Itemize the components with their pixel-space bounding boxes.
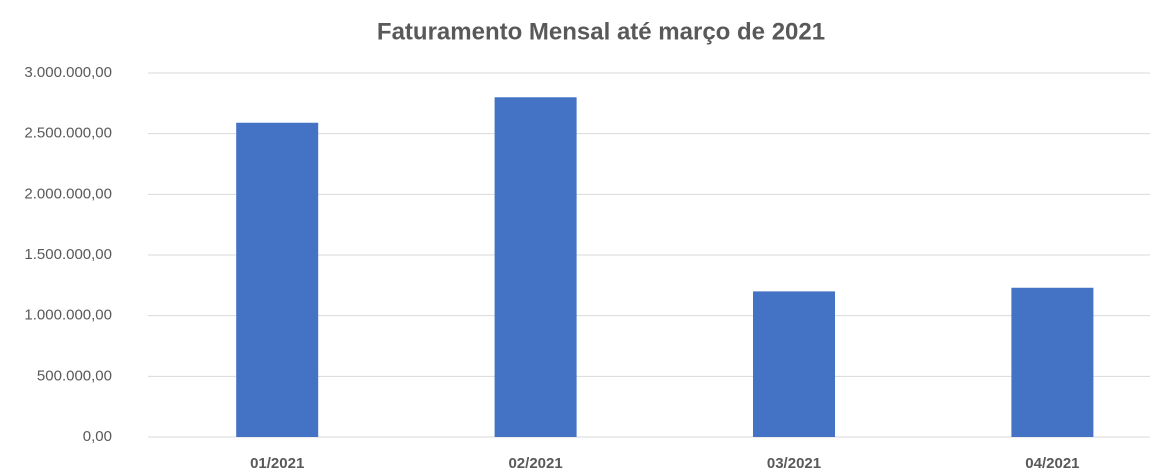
y-tick-label: 1.500.000,00: [24, 246, 112, 263]
bar: [753, 291, 835, 437]
y-tick-label: 2.500.000,00: [24, 125, 112, 142]
y-tick-label: 0,00: [83, 428, 112, 445]
chart-title: Faturamento Mensal até março de 2021: [377, 18, 825, 45]
y-tick-label: 1.000.000,00: [24, 307, 112, 324]
bar: [236, 122, 319, 437]
x-tick-label: 03/2021: [767, 455, 821, 472]
y-tick-label: 500.000,00: [37, 367, 112, 384]
x-tick-label: 02/2021: [508, 455, 562, 472]
bar: [1011, 287, 1094, 437]
bar: [494, 97, 577, 438]
x-tick-label: 04/2021: [1025, 455, 1079, 472]
y-tick-label: 3.000.000,00: [24, 64, 112, 81]
x-tick-label: 01/2021: [250, 455, 304, 472]
y-tick-label: 2.000.000,00: [24, 185, 112, 202]
